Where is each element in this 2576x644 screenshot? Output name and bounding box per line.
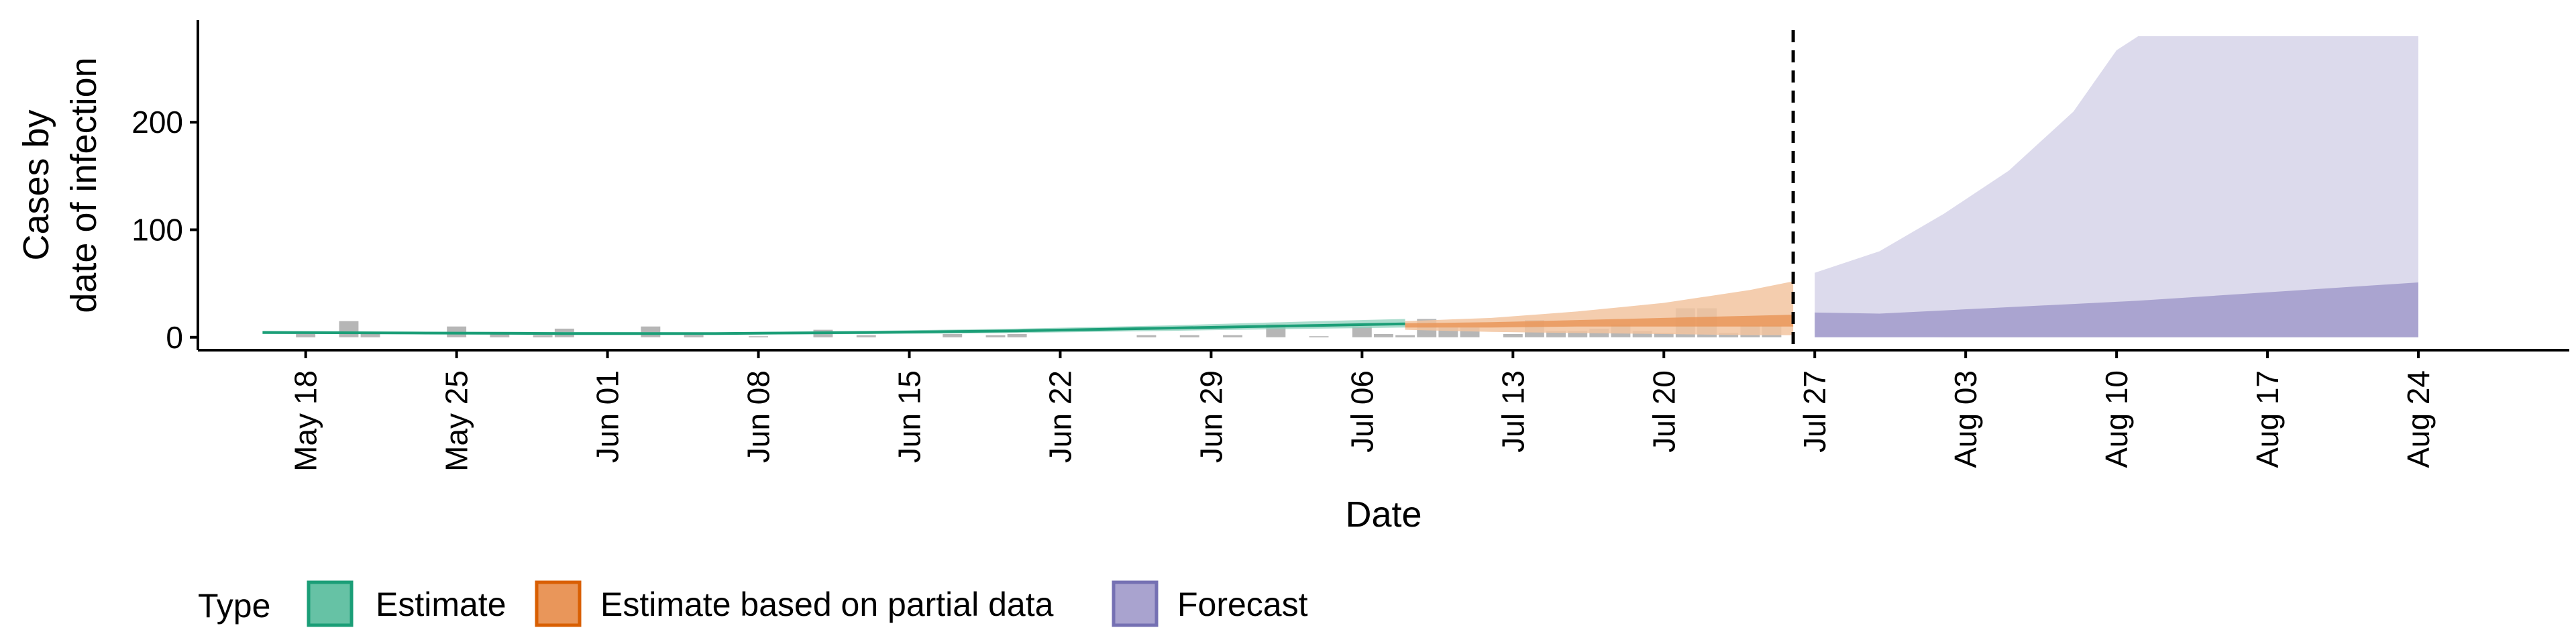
forecast-outer-band xyxy=(1815,36,2418,337)
x-tick-label: Jul 13 xyxy=(1495,370,1530,453)
observed-case-bar xyxy=(533,335,553,337)
x-tick-label: Aug 03 xyxy=(1948,370,1983,468)
observed-case-bar xyxy=(684,335,704,337)
x-tick-label: Aug 17 xyxy=(2250,370,2285,468)
estimate-median-line xyxy=(262,322,1405,335)
x-tick-label: Jun 08 xyxy=(741,370,776,463)
observed-case-bar xyxy=(1179,335,1199,337)
y-tick-label: 100 xyxy=(131,213,183,248)
estimate-bands xyxy=(262,36,2418,337)
observed-case-bar xyxy=(1503,334,1523,337)
observed-case-bar xyxy=(296,333,316,337)
observed-case-bar xyxy=(749,336,768,337)
observed-case-bar xyxy=(1395,335,1415,337)
estimate-band xyxy=(262,319,1405,335)
legend: Type Estimate Estimate based on partial d… xyxy=(198,580,1308,627)
legend-swatch xyxy=(535,580,582,627)
observed-case-bar xyxy=(641,326,661,337)
observed-case-bar xyxy=(360,334,380,337)
forecast-inner-band xyxy=(1815,282,2418,337)
x-tick-label: Jun 22 xyxy=(1042,370,1077,463)
y-axis-title-line-2: date of infection xyxy=(64,57,104,313)
x-tick-label: Jul 20 xyxy=(1646,370,1681,453)
x-tick-label: Aug 10 xyxy=(2099,370,2134,468)
observed-case-bar xyxy=(490,333,510,337)
x-tick-label: Jul 06 xyxy=(1344,370,1379,453)
observed-case-bar xyxy=(339,321,359,337)
x-tick-label: Aug 24 xyxy=(2401,370,2436,468)
x-tick-label: Jun 01 xyxy=(590,370,625,463)
observed-case-bar xyxy=(1568,331,1588,337)
x-tick-label: Jun 15 xyxy=(892,370,927,463)
observed-case-bar xyxy=(1632,331,1652,337)
observed-case-bar xyxy=(985,335,1006,337)
legend-swatch xyxy=(307,580,354,627)
observed-case-bar xyxy=(943,334,963,337)
observed-case-bar xyxy=(1654,333,1674,337)
x-tick-label: Jul 27 xyxy=(1797,370,1832,453)
legend-label: Estimate xyxy=(376,586,506,623)
observed-case-bar xyxy=(856,335,876,337)
observed-case-bar xyxy=(1136,335,1157,337)
y-axis-title: Cases by date of infection xyxy=(16,57,104,313)
legend-label: Forecast xyxy=(1177,586,1308,623)
x-tick-label: May 25 xyxy=(439,370,474,472)
observed-case-bar xyxy=(1719,333,1739,337)
x-tick-label: May 18 xyxy=(288,370,323,472)
y-axis-title-line-1: Cases by xyxy=(16,109,56,260)
y-axis-ticks: 0 100 200 xyxy=(131,105,198,355)
legend-label: Estimate based on partial data xyxy=(600,586,1054,623)
x-axis-title: Date xyxy=(1345,494,1421,535)
observed-case-bar xyxy=(1546,331,1566,337)
observed-case-bar xyxy=(1352,326,1372,337)
y-tick-label: 0 xyxy=(166,320,183,355)
observed-case-bar xyxy=(1309,336,1329,337)
partial-inner-band xyxy=(1405,315,1794,328)
axes xyxy=(197,20,2569,352)
legend-title: Type xyxy=(198,587,270,625)
observed-case-bar xyxy=(1007,334,1027,337)
observed-case-bar xyxy=(1374,334,1393,337)
legend-swatch xyxy=(1112,580,1159,627)
observed-case-bar xyxy=(1223,335,1242,337)
y-tick-label: 200 xyxy=(131,105,183,140)
x-axis-ticks: May 18 May 25 Jun 01 Jun 08 Jun 15 Jun 22 Jun … xyxy=(288,350,2436,472)
x-tick-label: Jun 29 xyxy=(1193,370,1228,463)
